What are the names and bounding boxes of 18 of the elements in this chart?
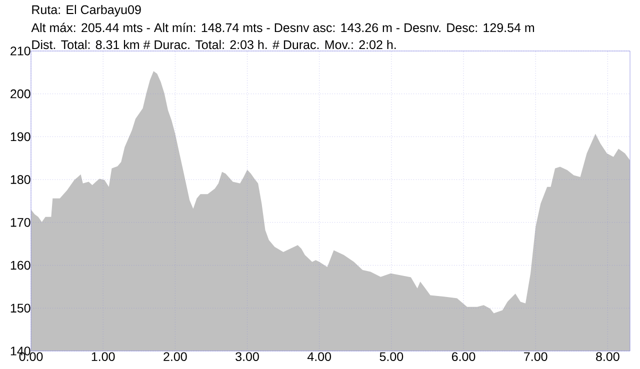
y-tick-label: 200 bbox=[10, 89, 30, 98]
y-tick-label: 150 bbox=[10, 304, 30, 313]
y-tick-label: 210 bbox=[10, 46, 30, 56]
chart-subtitle: Alt máx: 205.44 mts - Alt mín: 148.74 mts - Desnv asc: 143.26 m - Desnv. Desc: 129.54 m bbox=[31, 22, 534, 32]
text: Dist. Total: 8.31 km # Durac. Total: 2:03 h. # Durac. Mov.: 2:02 h. bbox=[32, 40, 396, 50]
x-tick-label: 5.00 bbox=[380, 352, 404, 362]
y-tick-label: 180 bbox=[10, 175, 30, 184]
y-tick-label: 170 bbox=[10, 218, 30, 227]
x-tick-label: 8.00 bbox=[596, 352, 620, 362]
x-tick-label: 1.00 bbox=[92, 352, 115, 362]
chart-title: Ruta: El Carbayu09 bbox=[32, 4, 141, 17]
x-tick-label: 6.00 bbox=[452, 352, 476, 362]
x-tick-label: 3.00 bbox=[236, 352, 259, 362]
x-tick-label: 4.00 bbox=[307, 352, 332, 362]
y-tick-label: 190 bbox=[10, 132, 30, 142]
x-tick-label: 7.00 bbox=[524, 352, 548, 362]
y-tick-label: 160 bbox=[10, 260, 30, 270]
x-tick-label: 2.00 bbox=[164, 352, 187, 362]
